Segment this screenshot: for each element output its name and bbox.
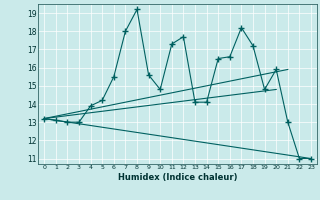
X-axis label: Humidex (Indice chaleur): Humidex (Indice chaleur) — [118, 173, 237, 182]
